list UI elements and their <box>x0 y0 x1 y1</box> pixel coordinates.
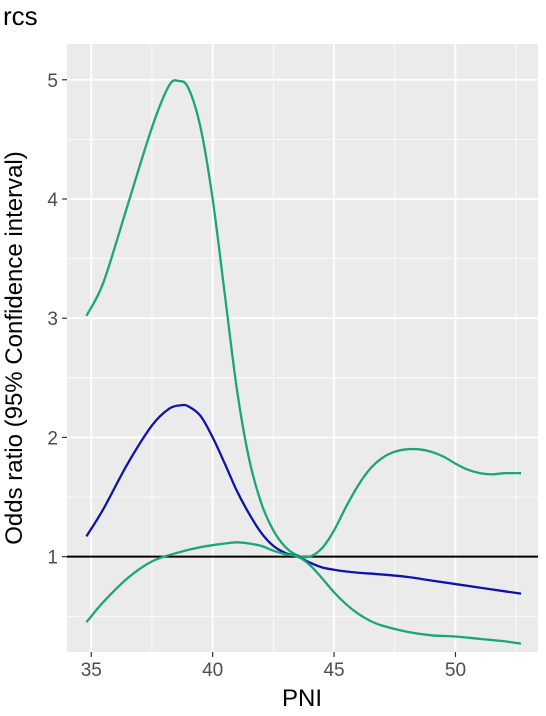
y-tick-label: 4 <box>47 190 58 211</box>
x-tick-label: 35 <box>81 660 102 681</box>
y-tick-label: 3 <box>47 309 58 330</box>
series-lines <box>85 79 522 645</box>
minor-gridlines <box>67 44 538 652</box>
x-axis-title: PNI <box>282 685 322 712</box>
series-line-upper <box>85 79 522 559</box>
x-axis: 35 40 45 50 <box>81 652 466 681</box>
x-tick-label: 40 <box>202 660 223 681</box>
chart-title: rcs <box>3 1 38 31</box>
x-tick-label: 45 <box>323 660 344 681</box>
y-axis-title: Odds ratio (95% Confidence interval) <box>1 151 28 545</box>
y-axis: 1 2 3 4 5 <box>47 71 67 569</box>
y-tick-label: 2 <box>47 428 58 449</box>
y-tick-label: 5 <box>47 71 58 92</box>
series-line-lower <box>85 541 522 645</box>
plot-panel <box>67 44 538 652</box>
x-tick-label: 50 <box>445 660 466 681</box>
y-tick-label: 1 <box>47 548 58 569</box>
series-line-estimate <box>85 403 522 595</box>
